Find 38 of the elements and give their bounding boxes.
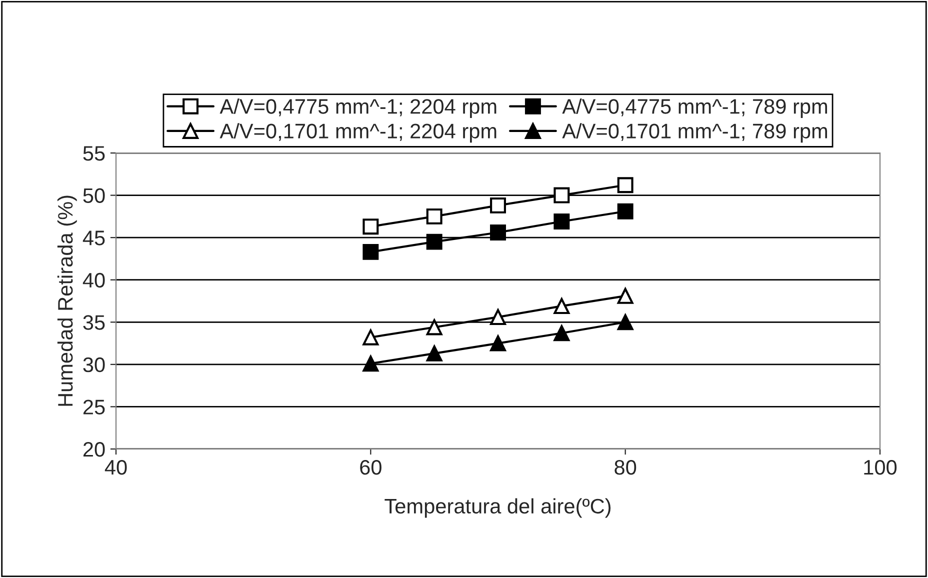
point	[490, 309, 506, 326]
point	[554, 214, 570, 230]
x-axis-title: Temperatura del aire(ºC)	[384, 498, 611, 518]
y-tick-label: 25	[83, 400, 105, 414]
point	[362, 356, 379, 372]
y-tick-label: 50	[83, 188, 105, 204]
x-tick-label: 60	[360, 460, 382, 475]
y-tick-label: 20	[83, 442, 105, 457]
legend-label: A/V=0,4775 mm^-1; 2204 rpm	[220, 98, 496, 118]
point	[617, 288, 634, 304]
y-tick-label: 40	[82, 272, 105, 288]
point	[554, 325, 570, 342]
point	[362, 244, 379, 260]
point	[426, 345, 442, 362]
x-tick-label: 40	[104, 460, 127, 475]
point	[490, 197, 506, 214]
point	[362, 329, 379, 346]
y-tick-label: 35	[83, 315, 105, 330]
y-axis-title: Humedad Retirada (%)	[57, 196, 77, 406]
legend-label: A/V=0,1701 mm^-1; 789 rpm	[562, 123, 828, 143]
legend-label: A/V=0,1701 mm^-1; 2204 rpm	[220, 123, 496, 143]
point	[617, 177, 634, 194]
point	[426, 234, 442, 250]
point	[554, 298, 570, 314]
point	[554, 187, 570, 204]
point	[617, 203, 634, 220]
x-tick-label: 80	[614, 460, 636, 475]
point	[490, 335, 506, 352]
legend-label: A/V=0,4775 mm^-1; 789 rpm	[562, 98, 828, 118]
y-tick-label: 30	[83, 357, 105, 372]
point	[426, 319, 442, 336]
x-tick-label: 100	[864, 460, 897, 475]
point	[362, 218, 379, 235]
point	[490, 224, 506, 240]
point	[426, 208, 442, 224]
point	[617, 314, 634, 330]
y-tick-label: 45	[82, 230, 105, 246]
y-tick-label: 55	[83, 146, 105, 161]
